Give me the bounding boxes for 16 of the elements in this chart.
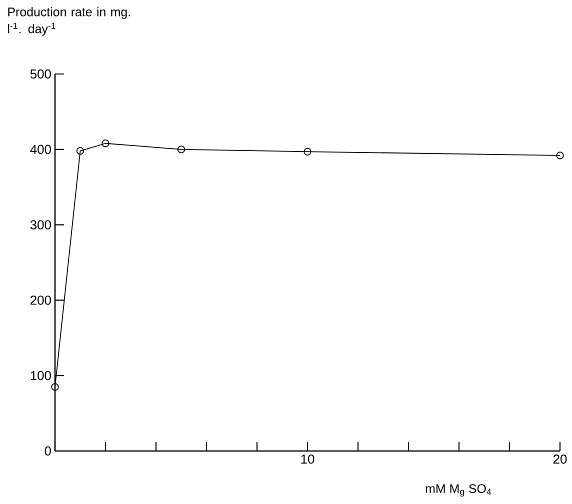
y-tick-label: 500 [30,69,51,79]
point [76,147,84,155]
y-tick-label: 200 [30,296,51,305]
x-tick-label: 10 [301,454,314,464]
y-tick-label: 300 [30,220,51,230]
y-tick-label: 400 [30,144,51,154]
point [304,148,312,156]
point [51,383,59,391]
y-axis-title: Production rate in mg. l$^{-1}$. day$^{-1}$ [8,7,130,36]
y-tick-label: 100 [30,371,51,380]
point [177,146,186,154]
point [556,152,564,160]
x-axis-title: mM M$_{g}$ SO$_{4}$ [426,484,492,496]
y-tick-label: 0 [44,446,51,456]
point [102,140,110,148]
x-tick-label: 20 [553,454,567,464]
